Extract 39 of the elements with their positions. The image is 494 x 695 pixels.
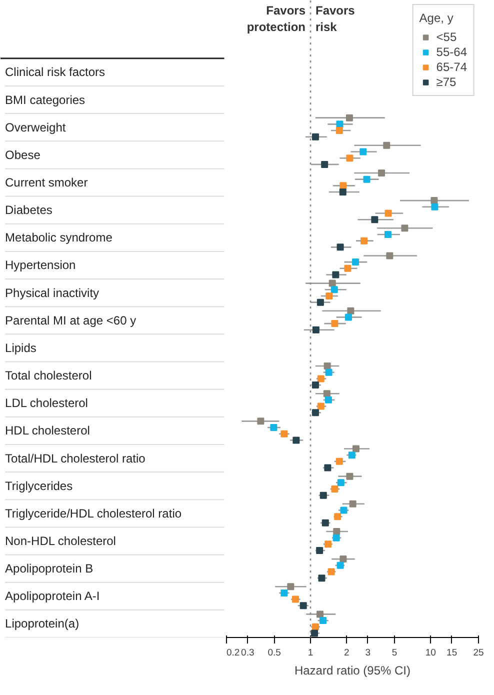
- y-tick-label: HDL cholesterol: [5, 424, 90, 438]
- x-tick-label: 1: [308, 648, 314, 658]
- x-tick-label: 25: [473, 648, 484, 658]
- y-tick-label: Apolipoprotein A-I: [5, 589, 100, 604]
- x-tick-label: 2: [344, 648, 350, 658]
- y-tick-label: Triglyceride/HDL cholesterol ratio: [5, 506, 182, 520]
- y-tick-label: Overweight: [5, 120, 66, 134]
- y-tick-label: Clinical risk factors: [5, 65, 106, 80]
- x-tick-label: 0.5: [268, 648, 281, 658]
- y-tick-label: Total cholesterol: [5, 368, 92, 383]
- legend-label: 55-64: [436, 45, 467, 59]
- legend-label: ≥75: [436, 75, 456, 89]
- x-tick-label: 0.3: [241, 648, 254, 658]
- y-tick-label: BMI categories: [5, 92, 86, 107]
- legend-title: Age, y: [419, 11, 454, 25]
- y-tick-label: Current smoker: [5, 176, 88, 190]
- y-tick-label: Parental MI at age <60 y: [5, 313, 136, 328]
- x-tick-label: 10: [425, 648, 436, 658]
- y-tick-label: Apolipoprotein B: [5, 562, 94, 576]
- legend-label: 65-74: [436, 60, 467, 74]
- y-tick-label: Diabetes: [5, 203, 52, 218]
- x-axis-title: Hazard ratio (95% CI): [294, 664, 411, 678]
- y-tick-label: Triglycerides: [5, 478, 73, 493]
- text: Favors risk: [316, 3, 356, 34]
- y-tick-label: LDL cholesterol: [5, 396, 88, 410]
- y-tick-label: Obese: [5, 148, 41, 162]
- x-tick-label: 5: [392, 648, 398, 658]
- legend-label: <55: [436, 30, 457, 44]
- y-tick-label: Lipoprotein(a): [5, 616, 80, 631]
- y-tick-label: Lipids: [5, 340, 36, 355]
- y-tick-label: Physical inactivity: [5, 286, 100, 300]
- y-tick-label: Hypertension: [5, 258, 76, 272]
- y-tick-label: Total/HDL cholesterol ratio: [5, 451, 146, 466]
- x-tick-label: 0.2: [226, 648, 240, 658]
- text: Favors protection: [246, 3, 306, 34]
- x-tick-label: 15: [446, 648, 458, 658]
- y-tick-label: Metabolic syndrome: [5, 230, 113, 245]
- x-tick-label: 3: [365, 648, 370, 658]
- y-tick-label: Non-HDL cholesterol: [5, 534, 116, 548]
